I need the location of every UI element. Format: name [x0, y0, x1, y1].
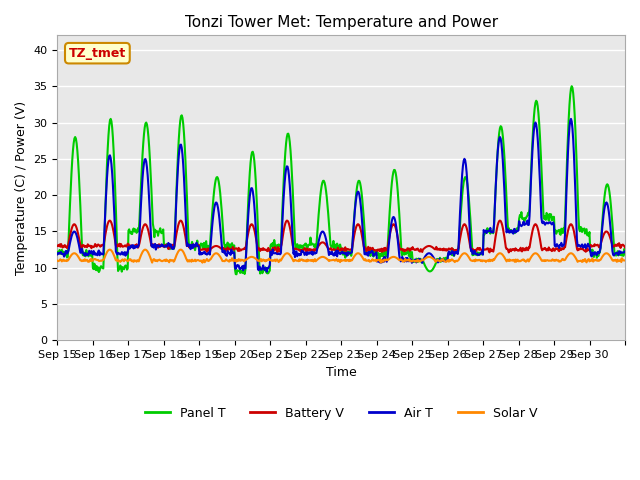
Battery V: [401, 248, 408, 254]
Air T: [263, 269, 271, 275]
Solar V: [198, 260, 206, 265]
Panel T: [568, 84, 575, 89]
Panel T: [401, 252, 408, 257]
Air T: [54, 252, 61, 257]
Air T: [433, 257, 440, 263]
Legend: Panel T, Battery V, Air T, Solar V: Panel T, Battery V, Air T, Solar V: [140, 402, 543, 425]
Battery V: [225, 247, 233, 252]
Solar V: [254, 258, 262, 264]
Solar V: [226, 257, 234, 263]
Solar V: [276, 258, 284, 264]
Battery V: [621, 244, 629, 250]
Text: TZ_tmet: TZ_tmet: [68, 47, 126, 60]
Battery V: [120, 243, 128, 249]
Panel T: [433, 259, 440, 265]
Panel T: [233, 271, 241, 277]
Solar V: [433, 258, 441, 264]
Battery V: [253, 243, 261, 249]
Line: Solar V: Solar V: [58, 250, 625, 263]
Air T: [120, 250, 128, 256]
Solar V: [121, 256, 129, 262]
Panel T: [253, 208, 261, 214]
Air T: [275, 251, 282, 256]
Battery V: [275, 248, 282, 254]
Solar V: [401, 256, 409, 262]
Panel T: [275, 241, 282, 247]
Air T: [401, 259, 408, 264]
Panel T: [621, 250, 629, 256]
Battery V: [496, 218, 504, 224]
Solar V: [106, 247, 114, 252]
X-axis label: Time: Time: [326, 366, 356, 379]
Air T: [621, 249, 629, 254]
Panel T: [120, 266, 128, 272]
Panel T: [54, 249, 61, 255]
Line: Battery V: Battery V: [58, 221, 625, 253]
Solar V: [621, 257, 629, 263]
Line: Panel T: Panel T: [58, 86, 625, 274]
Air T: [225, 250, 232, 255]
Battery V: [206, 250, 214, 256]
Air T: [253, 238, 260, 243]
Air T: [567, 116, 575, 122]
Battery V: [54, 243, 61, 249]
Solar V: [54, 258, 61, 264]
Battery V: [433, 244, 440, 250]
Line: Air T: Air T: [58, 119, 625, 272]
Title: Tonzi Tower Met: Temperature and Power: Tonzi Tower Met: Temperature and Power: [184, 15, 498, 30]
Panel T: [225, 245, 232, 251]
Y-axis label: Temperature (C) / Power (V): Temperature (C) / Power (V): [15, 101, 28, 275]
